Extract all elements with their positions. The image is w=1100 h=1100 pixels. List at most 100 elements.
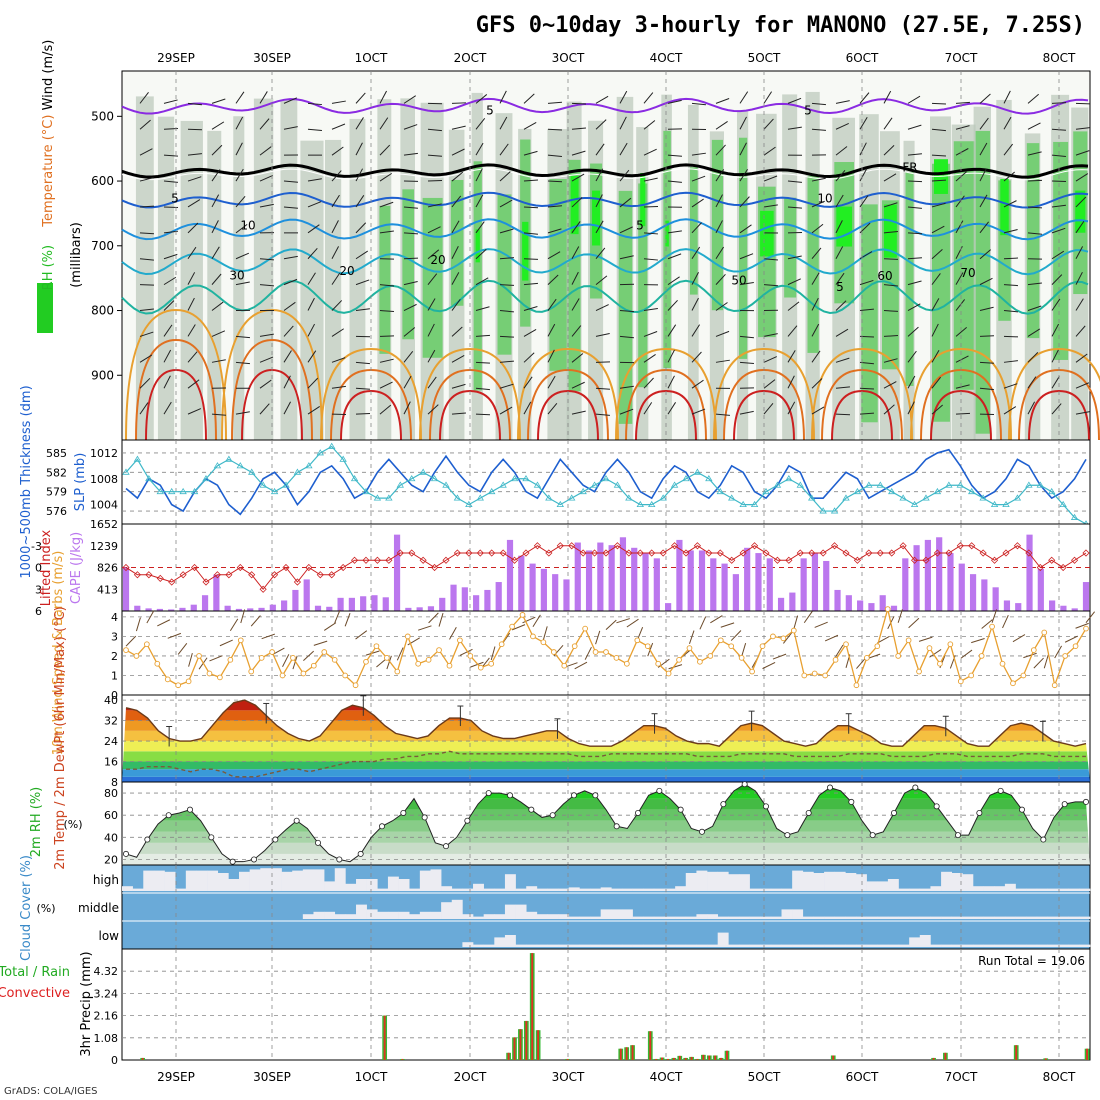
rh-band-green bbox=[549, 179, 569, 371]
wind-barb bbox=[574, 661, 588, 670]
wind-barb bbox=[739, 282, 754, 286]
wind-barb bbox=[787, 180, 802, 183]
wind-barb bbox=[187, 351, 198, 363]
wind-barb bbox=[1064, 635, 1078, 643]
lifted-index-point bbox=[156, 574, 164, 582]
wind-barb bbox=[907, 206, 922, 209]
wind-barb bbox=[667, 230, 682, 234]
cape-bar bbox=[235, 608, 243, 611]
wind-speed-point bbox=[1010, 680, 1016, 687]
wind-barb bbox=[667, 349, 675, 363]
wind-barb bbox=[379, 117, 389, 130]
cape-bar bbox=[665, 603, 672, 611]
cloud-cover-bar bbox=[132, 888, 144, 891]
wind-barb bbox=[883, 258, 899, 260]
wind-barb bbox=[691, 198, 704, 208]
wind-barb bbox=[427, 273, 438, 285]
precip-tick-label: 4.32 bbox=[94, 965, 119, 978]
lifted-index-point bbox=[465, 549, 473, 557]
wind-speed-point bbox=[540, 639, 547, 646]
wind-speed-tick-label: 4 bbox=[111, 611, 118, 624]
wind-speed-point bbox=[1020, 672, 1027, 679]
date-tick-label: 3OCT bbox=[552, 1070, 585, 1084]
rh-point bbox=[592, 792, 599, 799]
cloud-cover-bar bbox=[292, 870, 304, 891]
cloud-cover-bar bbox=[781, 909, 793, 919]
slp-point bbox=[590, 481, 599, 488]
precip-convective-bar bbox=[720, 1057, 723, 1060]
wind-barb bbox=[475, 361, 491, 364]
wind-barb bbox=[331, 272, 341, 285]
cape-bar bbox=[845, 595, 852, 611]
wind-barb bbox=[499, 360, 514, 363]
wind-barb bbox=[307, 247, 318, 260]
wind-barb bbox=[763, 204, 778, 208]
slp-point bbox=[659, 494, 667, 501]
wind-barb bbox=[331, 100, 346, 104]
wind-barb bbox=[403, 281, 418, 286]
cloud-cover-bar bbox=[547, 914, 559, 919]
wind-barb bbox=[403, 232, 418, 235]
cape-bar bbox=[563, 579, 570, 611]
wind-barb bbox=[595, 143, 605, 156]
wind-barb bbox=[211, 330, 226, 337]
temp-wind-legend-label: RH (%) Temperature (°C) Wind (m/s) bbox=[41, 40, 56, 291]
cape-bar bbox=[484, 589, 491, 611]
wind-barb bbox=[907, 303, 921, 311]
cloud-cover-bar bbox=[409, 888, 421, 891]
slp-point bbox=[270, 487, 279, 495]
cloud-cover-bar bbox=[909, 888, 921, 891]
wind-barb bbox=[235, 116, 244, 130]
wind-barb bbox=[883, 173, 897, 182]
wind-barb bbox=[595, 630, 601, 645]
precip-convective-bar bbox=[507, 1052, 510, 1060]
cape-bar bbox=[439, 597, 446, 611]
wind-speed-point bbox=[770, 633, 776, 640]
cloud-layer-label: low bbox=[99, 929, 120, 943]
wind-barb bbox=[979, 335, 995, 337]
date-tick-label: 6OCT bbox=[846, 51, 879, 65]
cloud-cover-bar bbox=[834, 944, 846, 947]
precip-convective-bar bbox=[661, 1057, 664, 1060]
cape-bar bbox=[122, 567, 130, 611]
slp-point bbox=[453, 494, 462, 501]
lifted-index-point bbox=[728, 556, 736, 564]
lifted-index-point bbox=[579, 549, 587, 557]
cape-bar bbox=[518, 555, 525, 611]
wind-barb bbox=[643, 232, 658, 235]
cloud-cover-bar bbox=[760, 888, 772, 891]
slp-point bbox=[830, 507, 839, 514]
rh-band-green bbox=[861, 204, 878, 423]
cloud-cover-bar bbox=[611, 909, 623, 919]
contour-label: FR bbox=[902, 160, 917, 174]
wind-barb bbox=[451, 383, 466, 389]
cloud-cover-bar bbox=[898, 916, 910, 919]
cloud-cover-bar bbox=[164, 871, 176, 891]
lifted-index-point bbox=[191, 563, 199, 572]
cloud-cover-bar bbox=[1047, 916, 1059, 919]
wind-barb bbox=[739, 116, 747, 130]
precip-tick-label: 0 bbox=[111, 1054, 118, 1067]
wind-barb bbox=[283, 126, 298, 130]
slp-point bbox=[179, 487, 187, 495]
wind-barb bbox=[219, 639, 233, 647]
wind-barb bbox=[691, 152, 706, 156]
wind-barb bbox=[139, 258, 154, 261]
wind-barb bbox=[187, 176, 202, 182]
cloud-cover-bar bbox=[270, 868, 282, 891]
cloud-cover-bar bbox=[824, 944, 836, 947]
cloud-cover-bar bbox=[1047, 888, 1059, 891]
slp-point bbox=[1025, 481, 1033, 488]
wind-barb bbox=[386, 655, 392, 670]
wind-barb bbox=[403, 206, 418, 209]
wind-barb bbox=[283, 401, 292, 415]
slp-point bbox=[819, 507, 827, 514]
wind-barb bbox=[235, 195, 246, 208]
dewpoint-line bbox=[126, 750, 1086, 778]
precip-convective-bar bbox=[714, 1055, 717, 1060]
temperature-tick-label: 24 bbox=[104, 735, 118, 748]
wind-barb bbox=[907, 375, 916, 389]
lifted-index-point bbox=[876, 549, 884, 557]
cape-bar bbox=[281, 600, 288, 611]
cape-bar bbox=[1060, 605, 1067, 611]
